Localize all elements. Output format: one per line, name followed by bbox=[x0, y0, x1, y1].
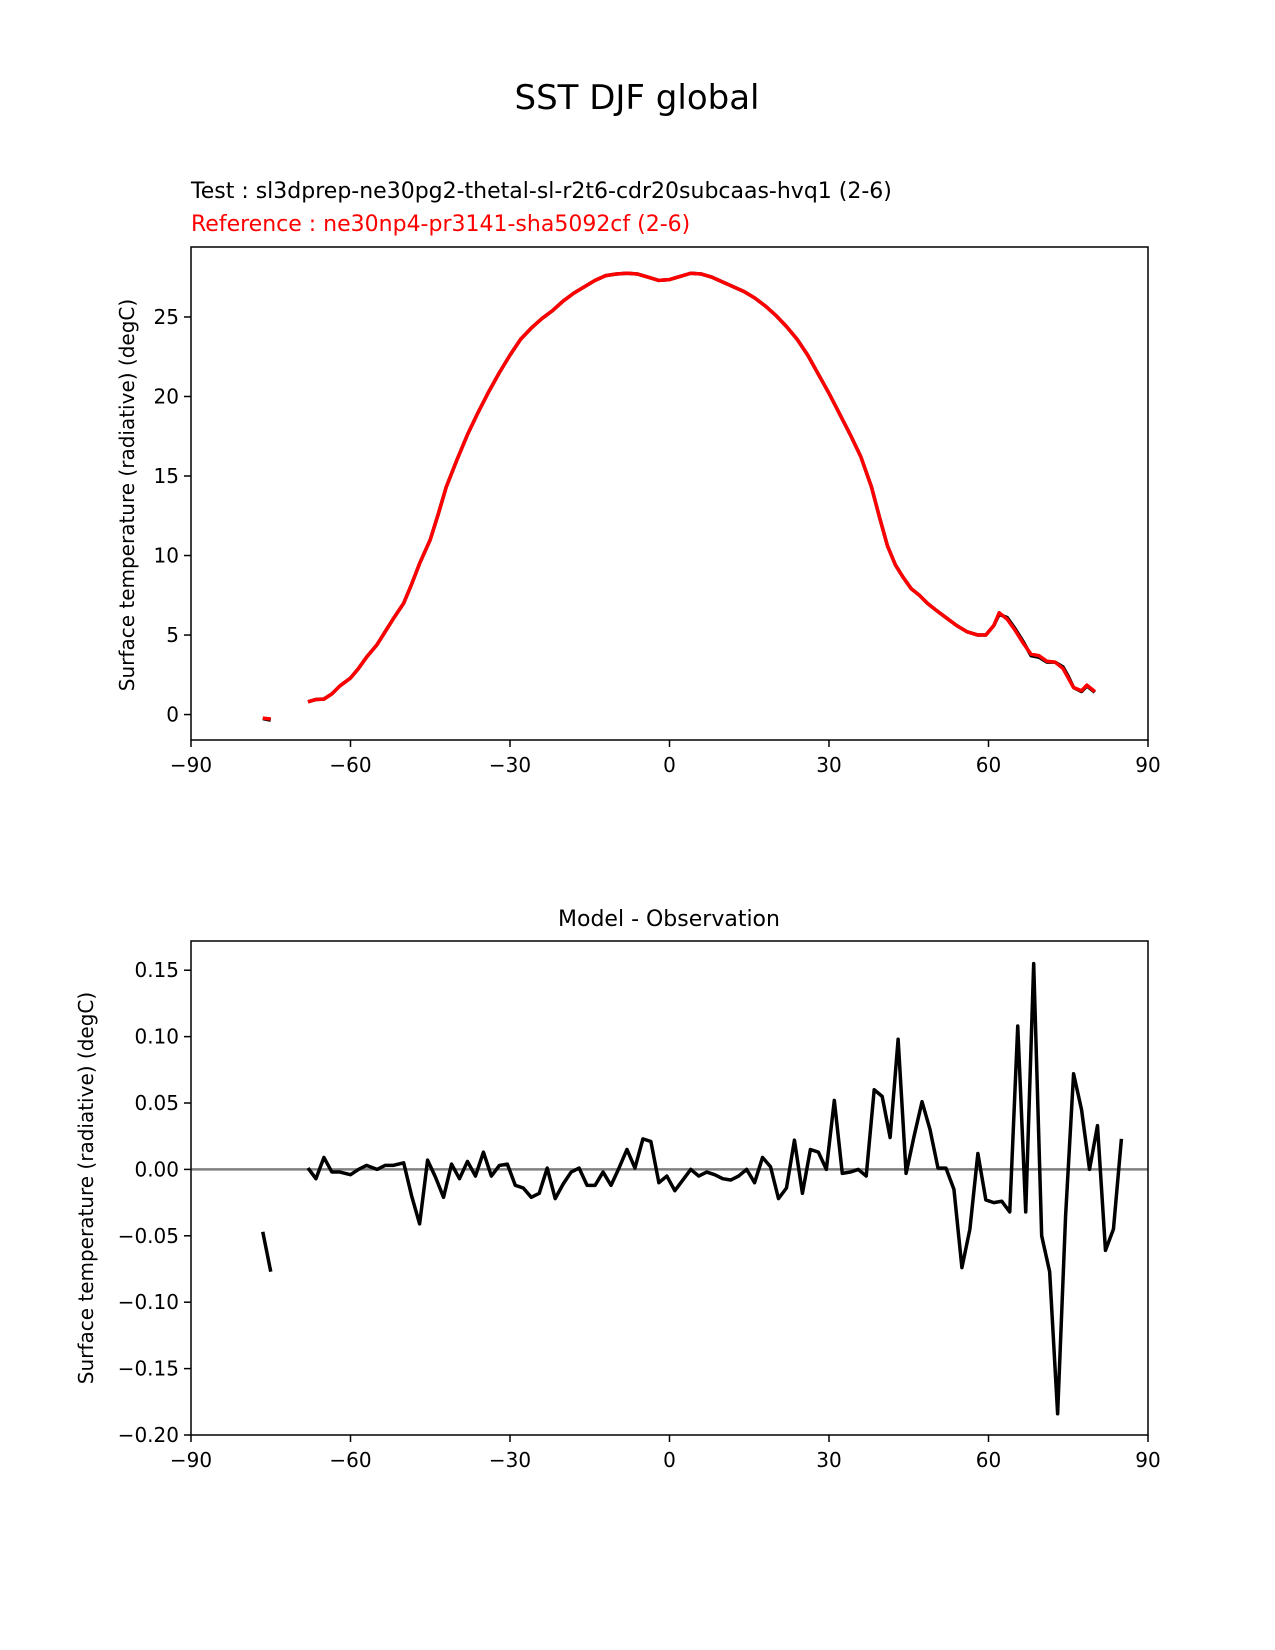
y-tick-label: 0.05 bbox=[134, 1091, 179, 1115]
y-tick-label: 15 bbox=[154, 464, 179, 488]
y-tick-label: −0.05 bbox=[118, 1224, 179, 1248]
top-plot-area: −90 −60 −30 0 30 60 90 0 5 10 15 20 25 bbox=[154, 246, 1161, 777]
y-tick-label: 25 bbox=[154, 305, 179, 329]
y-tick-label: −0.10 bbox=[118, 1290, 179, 1314]
series-0-1-segment-1 bbox=[307, 271, 1096, 704]
x-tick-label: −60 bbox=[329, 1448, 371, 1472]
x-tick-label: 30 bbox=[816, 753, 841, 777]
y-tick-label: 0 bbox=[166, 703, 179, 727]
bottom-plot-area: −90 −60 −30 0 30 60 90 −0.20 −0.15 −0.10 −0.05 0.00… bbox=[118, 940, 1161, 1472]
y-tick-label: 0.15 bbox=[134, 958, 179, 982]
top-panel-ylabel: Surface temperature (radiative) (degC) bbox=[115, 299, 139, 691]
y-tick-label: 5 bbox=[166, 623, 179, 647]
x-tick-label: 30 bbox=[816, 1448, 841, 1472]
x-tick-label: −30 bbox=[489, 1448, 531, 1472]
x-tick-label: 0 bbox=[663, 753, 676, 777]
y-tick-label: 0.10 bbox=[134, 1025, 179, 1049]
reference-label: Reference : ne30np4-pr3141-sha5092cf (2-… bbox=[191, 212, 690, 237]
series-0-1-segment-0 bbox=[262, 716, 271, 721]
bottom-panel-ylabel: Surface temperature (radiative) (degC) bbox=[74, 992, 98, 1384]
y-tick-label: 0.00 bbox=[134, 1157, 179, 1181]
temperature-panel: Surface temperature (radiative) (degC) −… bbox=[115, 246, 1161, 777]
x-tick-label: −30 bbox=[489, 753, 531, 777]
difference-panel: Model - Observation Surface temperature … bbox=[74, 907, 1161, 1472]
x-tick-label: 0 bbox=[663, 1448, 676, 1472]
figure-title: SST DJF global bbox=[514, 78, 759, 118]
y-tick-label: −0.15 bbox=[118, 1357, 179, 1381]
x-tick-label: 90 bbox=[1135, 753, 1160, 777]
x-tick-label: 90 bbox=[1135, 1448, 1160, 1472]
x-tick-label: −90 bbox=[170, 753, 212, 777]
bottom-panel-title: Model - Observation bbox=[558, 907, 780, 932]
y-tick-label: 10 bbox=[154, 544, 179, 568]
x-tick-label: −90 bbox=[170, 1448, 212, 1472]
series-1-0-segment-0 bbox=[261, 1231, 273, 1273]
x-tick-label: 60 bbox=[976, 753, 1001, 777]
y-tick-label: 20 bbox=[154, 384, 179, 408]
test-label: Test : sl3dprep-ne30pg2-thetal-sl-r2t6-c… bbox=[190, 179, 892, 204]
x-tick-label: 60 bbox=[976, 1448, 1001, 1472]
y-tick-label: −0.20 bbox=[118, 1423, 179, 1447]
x-tick-label: −60 bbox=[329, 753, 371, 777]
series-1-0-segment-1 bbox=[306, 961, 1124, 1416]
